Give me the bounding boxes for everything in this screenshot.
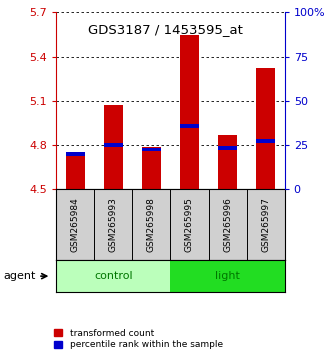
Bar [142,147,161,189]
Text: GSM265984: GSM265984 [71,198,80,252]
Bar [56,260,170,292]
Bar [256,68,275,189]
Text: GDS3187 / 1453595_at: GDS3187 / 1453595_at [88,23,243,36]
Bar [256,139,275,143]
Bar [66,155,85,189]
Text: agent: agent [3,271,36,281]
Bar [180,124,199,128]
Text: control: control [94,271,133,281]
Bar [180,34,199,189]
Text: light: light [215,271,240,281]
Text: GSM265996: GSM265996 [223,197,232,252]
Bar [218,146,237,150]
Bar [170,260,285,292]
Bar [142,148,161,152]
Bar [104,105,123,189]
Text: GSM265998: GSM265998 [147,197,156,252]
Bar [104,143,123,147]
Text: GSM265993: GSM265993 [109,197,118,252]
Text: GSM265995: GSM265995 [185,197,194,252]
Bar [66,152,85,156]
Text: GSM265997: GSM265997 [261,197,270,252]
Bar [218,135,237,189]
Legend: transformed count, percentile rank within the sample: transformed count, percentile rank withi… [54,329,223,349]
